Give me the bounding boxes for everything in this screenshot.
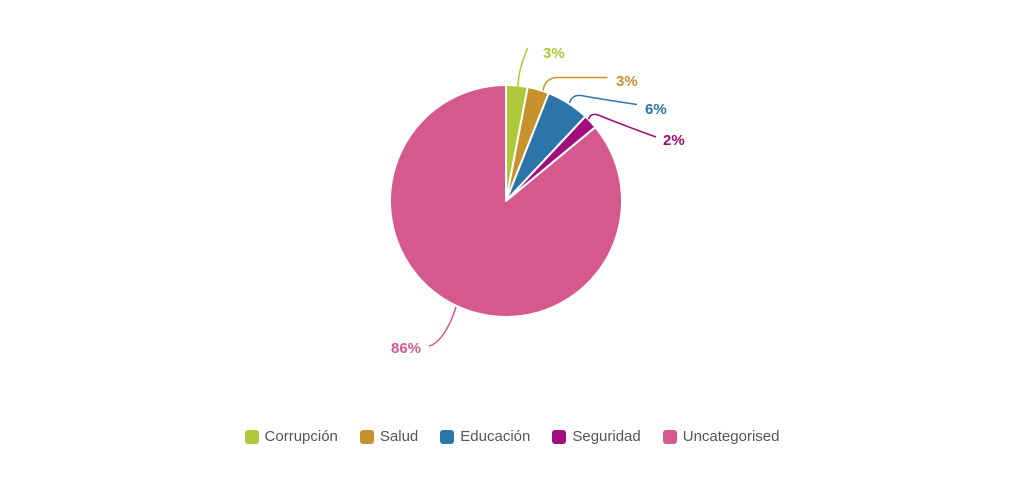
legend-swatch-educacion [440,430,455,444]
legend-swatch-corrupcion [244,430,259,444]
legend-item-salud[interactable]: Salud [359,428,419,446]
slice-connector-salud [542,76,608,91]
legend-item-uncategorised[interactable]: Uncategorised [662,428,780,446]
legend-label: Educación [460,428,531,445]
slice-label-seguridad: 2% [663,132,685,149]
legend-item-corrupcion[interactable]: Corrupción [244,428,338,446]
slice-label-uncategorised: 86% [391,340,421,357]
legend-label: Seguridad [572,428,641,445]
legend-item-seguridad[interactable]: Seguridad [552,428,641,446]
slice-connector-uncategorised [428,306,457,347]
slice-connector-corrupcion [517,47,529,87]
legend: Corrupción Salud Educación Seguridad Unc… [0,428,1024,446]
pie-slice-uncategorised[interactable] [389,84,623,318]
slice-label-corrupcion: 3% [543,45,565,62]
slice-connector-seguridad [587,113,657,138]
legend-label: Uncategorised [682,428,780,445]
legend-swatch-salud [359,430,374,444]
legend-label: Salud [379,428,419,445]
legend-item-educacion[interactable]: Educación [440,428,530,446]
legend-label: Corrupción [264,428,338,445]
slice-label-educacion: 6% [645,101,667,118]
slice-label-salud: 3% [616,73,638,90]
slice-connector-educacion [568,94,638,106]
legend-swatch-seguridad [552,430,567,444]
legend-swatch-uncategorised [662,430,677,444]
